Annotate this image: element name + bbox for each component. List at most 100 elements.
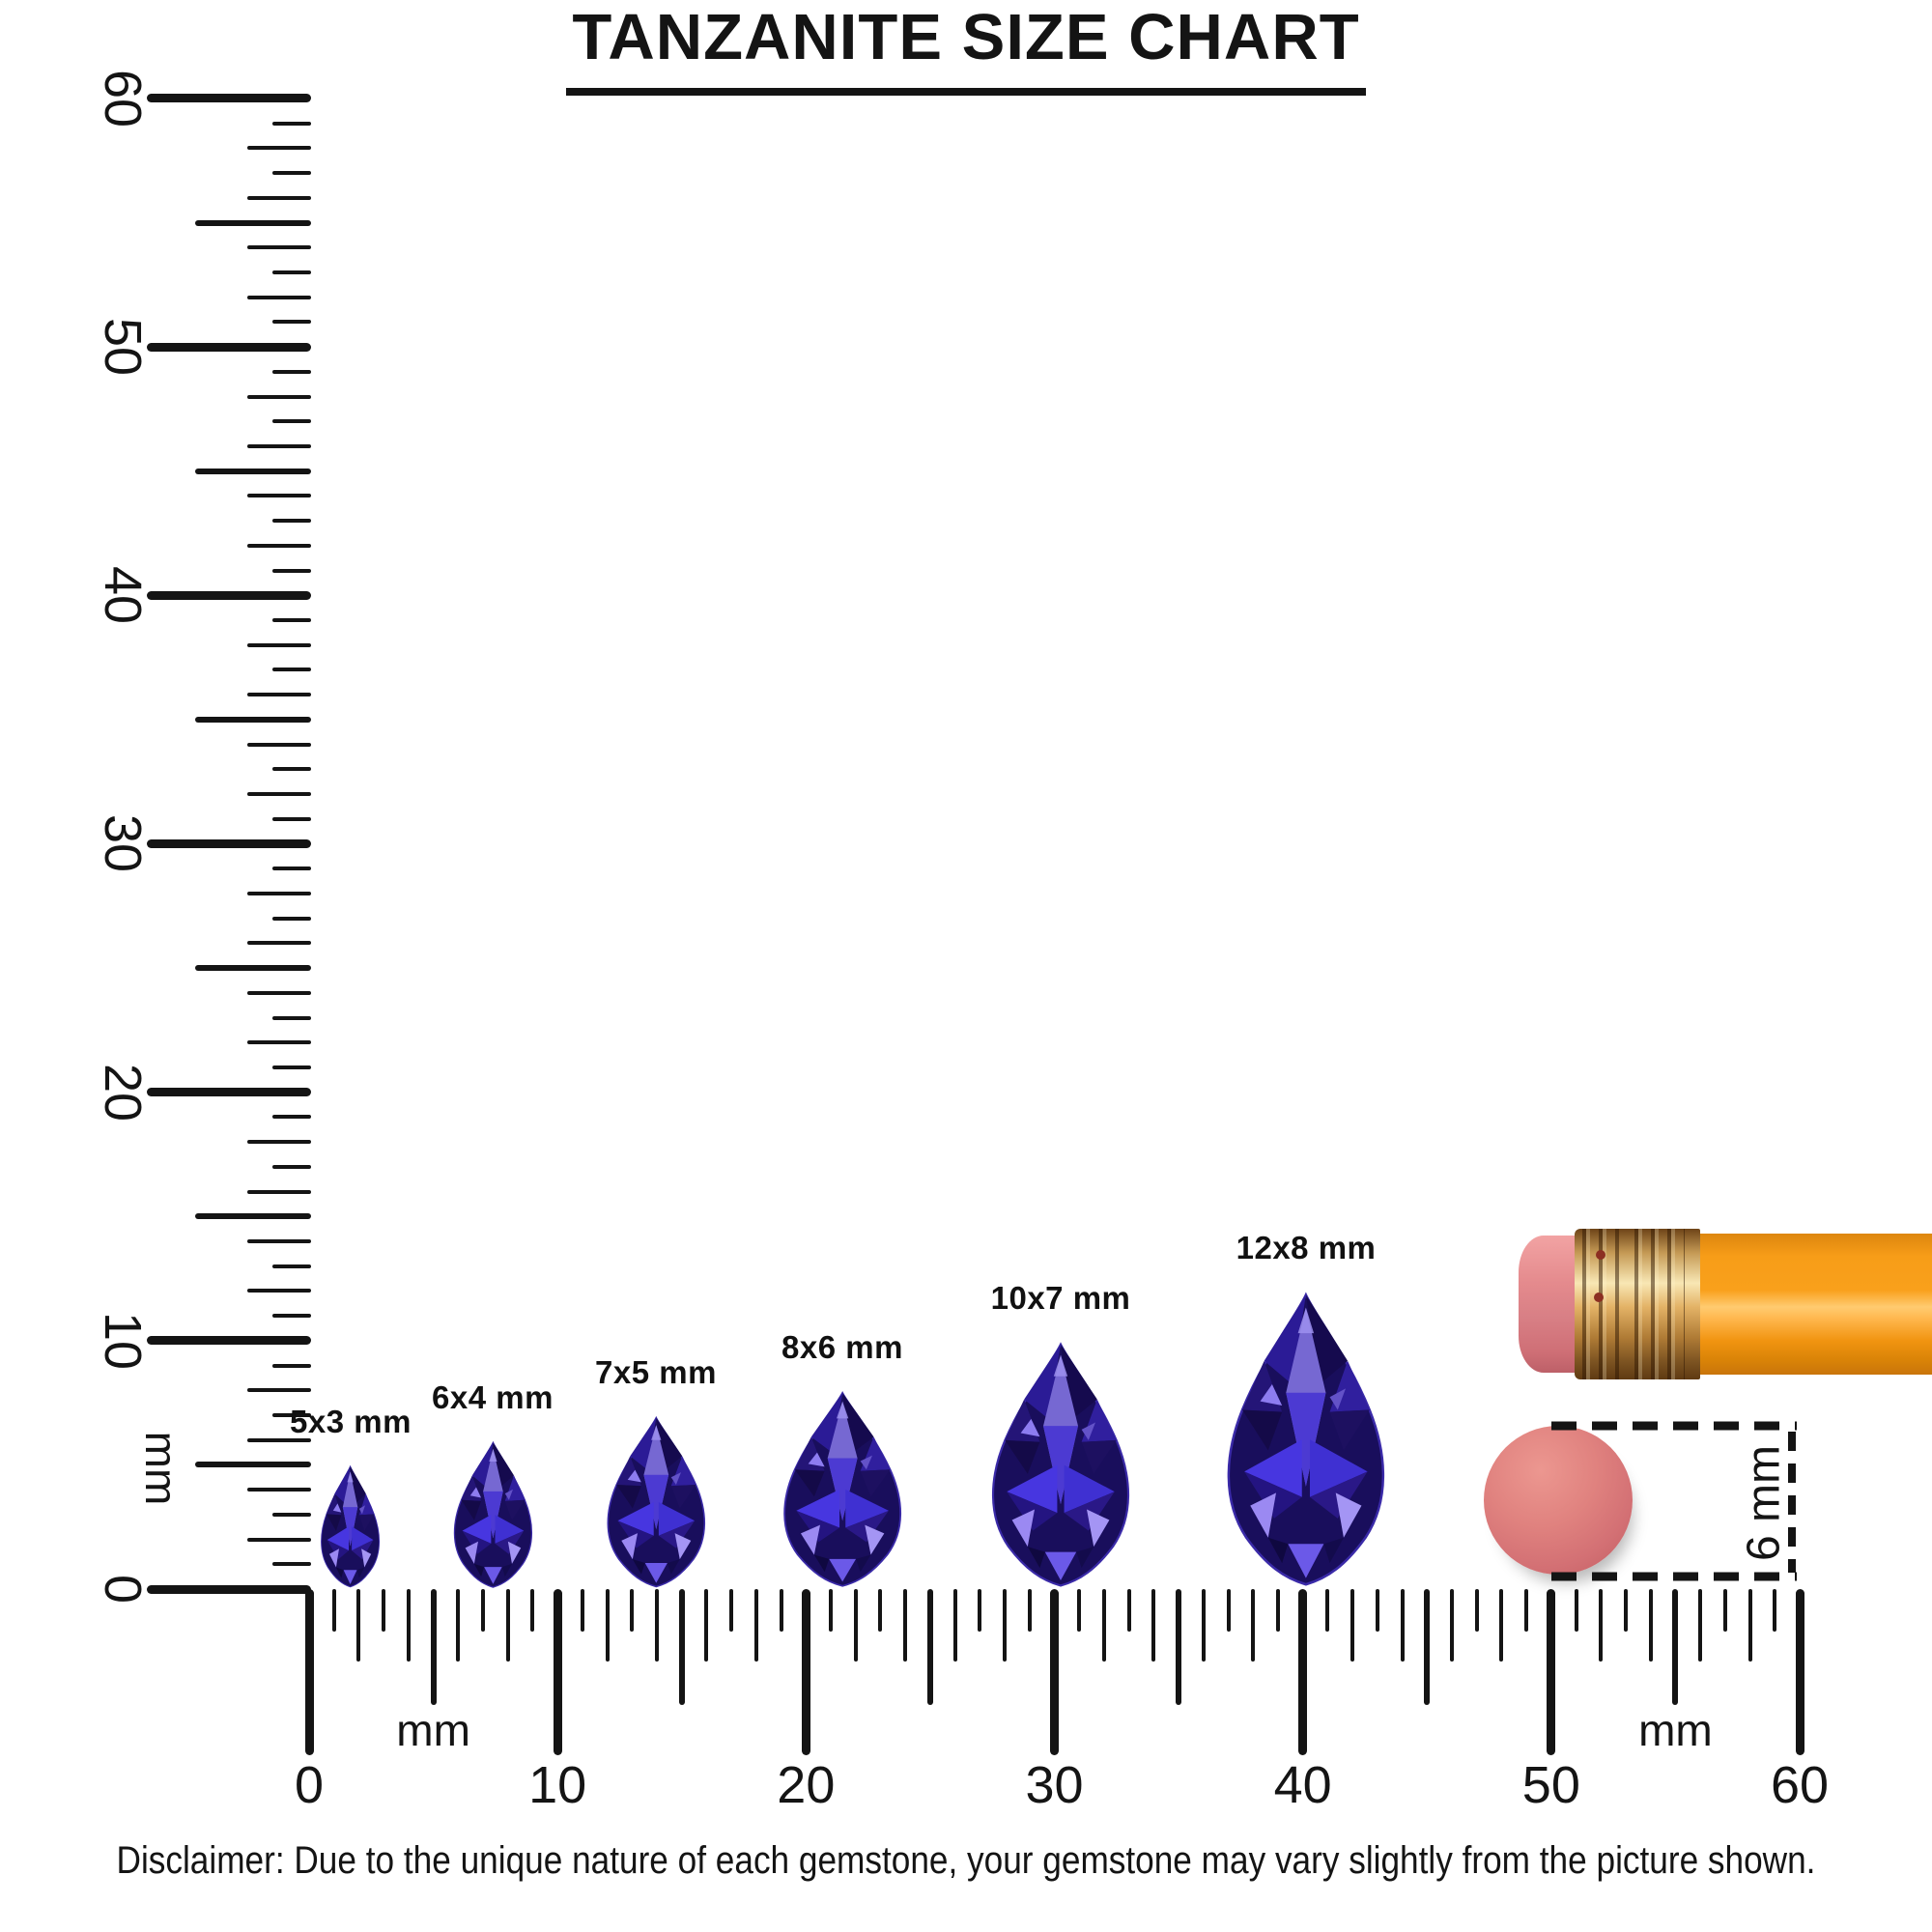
vertical-ruler-tick <box>272 519 311 524</box>
horizontal-ruler-tick <box>1325 1589 1330 1632</box>
vertical-ruler-tick <box>272 270 311 274</box>
vertical-ruler-tick <box>247 1388 311 1393</box>
horizontal-ruler-tick <box>1499 1589 1504 1662</box>
vertical-ruler-tick <box>272 1115 311 1120</box>
vertical-ruler-tick <box>247 1140 311 1145</box>
horizontal-ruler-tick <box>779 1589 783 1632</box>
gem-size-label: 7x5 mm <box>595 1353 717 1390</box>
horizontal-ruler-unit: mm <box>1638 1705 1713 1755</box>
vertical-ruler-tick <box>272 1314 311 1319</box>
vertical-ruler-tick <box>272 320 311 325</box>
page-title-wrap: TANZANITE SIZE CHART <box>0 0 1932 96</box>
vertical-ruler-tick <box>247 792 311 797</box>
horizontal-ruler-tick <box>1747 1589 1752 1662</box>
vertical-ruler-tick <box>272 1065 311 1069</box>
horizontal-ruler-tick <box>1151 1589 1156 1662</box>
horizontal-ruler-tick <box>1672 1589 1679 1705</box>
gem-size-label: 6x4 mm <box>432 1378 554 1415</box>
horizontal-ruler-tick <box>1599 1589 1604 1662</box>
horizontal-ruler-number: 50 <box>1521 1756 1580 1814</box>
vertical-ruler-tick <box>247 941 311 946</box>
horizontal-ruler-number: 60 <box>1770 1756 1830 1814</box>
gem-size-label: 8x6 mm <box>781 1329 903 1366</box>
vertical-ruler-tick <box>247 1189 311 1194</box>
vertical-ruler-tick <box>247 642 311 647</box>
vertical-ruler-tick <box>272 1363 311 1368</box>
horizontal-ruler-tick <box>952 1589 957 1662</box>
vertical-ruler-tick <box>147 342 311 352</box>
horizontal-ruler-tick <box>1003 1589 1008 1662</box>
horizontal-ruler-tick <box>505 1589 510 1662</box>
horizontal-ruler-tick <box>1474 1589 1479 1632</box>
horizontal-ruler-number: 20 <box>777 1756 836 1814</box>
vertical-ruler-tick <box>247 1437 311 1442</box>
horizontal-ruler-tick <box>553 1589 562 1755</box>
horizontal-ruler-tick <box>926 1589 933 1705</box>
horizontal-ruler-tick <box>1050 1589 1059 1755</box>
horizontal-ruler-tick <box>1027 1589 1032 1632</box>
horizontal-ruler-tick <box>753 1589 758 1662</box>
horizontal-ruler-tick <box>1176 1589 1182 1705</box>
vertical-ruler-tick <box>247 1537 311 1542</box>
horizontal-ruler-tick <box>1226 1589 1231 1632</box>
page-title: TANZANITE SIZE CHART <box>566 0 1366 96</box>
vertical-ruler-tick <box>272 369 311 374</box>
vertical-ruler-tick <box>147 590 311 600</box>
horizontal-ruler-tick <box>1773 1589 1777 1632</box>
gem-size-label: 10x7 mm <box>990 1279 1131 1316</box>
horizontal-ruler-tick <box>356 1589 361 1662</box>
horizontal-ruler-number: 0 <box>294 1756 325 1814</box>
vertical-ruler-tick <box>247 1488 311 1492</box>
vertical-ruler-tick <box>272 1164 311 1169</box>
horizontal-ruler-tick <box>1722 1589 1727 1632</box>
vertical-ruler-tick <box>247 146 311 151</box>
horizontal-ruler-tick <box>853 1589 858 1662</box>
horizontal-ruler-tick <box>1126 1589 1131 1632</box>
horizontal-ruler-tick <box>430 1589 437 1705</box>
vertical-ruler-tick <box>195 716 311 723</box>
horizontal-ruler-tick <box>331 1589 336 1632</box>
horizontal-ruler-number: 30 <box>1025 1756 1084 1814</box>
vertical-ruler-tick <box>147 838 311 848</box>
vertical-ruler-tick <box>272 1015 311 1020</box>
disclaimer-text: Disclaimer: Due to the unique nature of … <box>116 1839 1816 1882</box>
vertical-ruler-tick <box>247 1238 311 1243</box>
horizontal-ruler-number: 10 <box>528 1756 587 1814</box>
vertical-ruler-tick <box>195 219 311 226</box>
horizontal-ruler-tick <box>630 1589 635 1632</box>
vertical-ruler-tick <box>272 816 311 821</box>
horizontal-ruler-tick <box>1375 1589 1379 1632</box>
horizontal-ruler-tick <box>678 1589 685 1705</box>
pencil-ferrule <box>1575 1229 1700 1379</box>
horizontal-ruler-tick <box>1524 1589 1529 1632</box>
horizontal-ruler-tick <box>704 1589 709 1662</box>
horizontal-ruler-tick <box>1077 1589 1082 1632</box>
vertical-ruler-tick <box>272 668 311 672</box>
horizontal-ruler-tick <box>1698 1589 1703 1662</box>
horizontal-ruler-tick <box>481 1589 486 1632</box>
horizontal-ruler-tick <box>1350 1589 1355 1662</box>
vertical-ruler-tick <box>272 767 311 772</box>
horizontal-ruler-tick <box>456 1589 461 1662</box>
horizontal-ruler-tick <box>1449 1589 1454 1662</box>
horizontal-ruler-tick <box>801 1589 810 1755</box>
horizontal-ruler-tick <box>406 1589 411 1662</box>
horizontal-ruler-tick <box>903 1589 908 1662</box>
vertical-ruler-tick <box>247 543 311 548</box>
vertical-ruler-tick <box>272 121 311 126</box>
vertical-ruler-tick <box>272 1512 311 1517</box>
vertical-ruler-tick <box>247 742 311 747</box>
horizontal-ruler-unit: mm <box>396 1705 470 1755</box>
vertical-ruler-tick <box>247 394 311 399</box>
horizontal-ruler-tick <box>382 1589 386 1632</box>
vertical-ruler-tick <box>247 990 311 995</box>
vertical-ruler-tick <box>195 468 311 474</box>
horizontal-ruler-tick <box>530 1589 535 1632</box>
horizontal-ruler-tick <box>1648 1589 1653 1662</box>
horizontal-ruler-tick <box>1574 1589 1578 1632</box>
horizontal-ruler-tick <box>1424 1589 1431 1705</box>
horizontal-ruler-tick <box>580 1589 584 1632</box>
vertical-ruler-tick <box>147 1336 311 1346</box>
vertical-ruler-tick <box>272 618 311 623</box>
